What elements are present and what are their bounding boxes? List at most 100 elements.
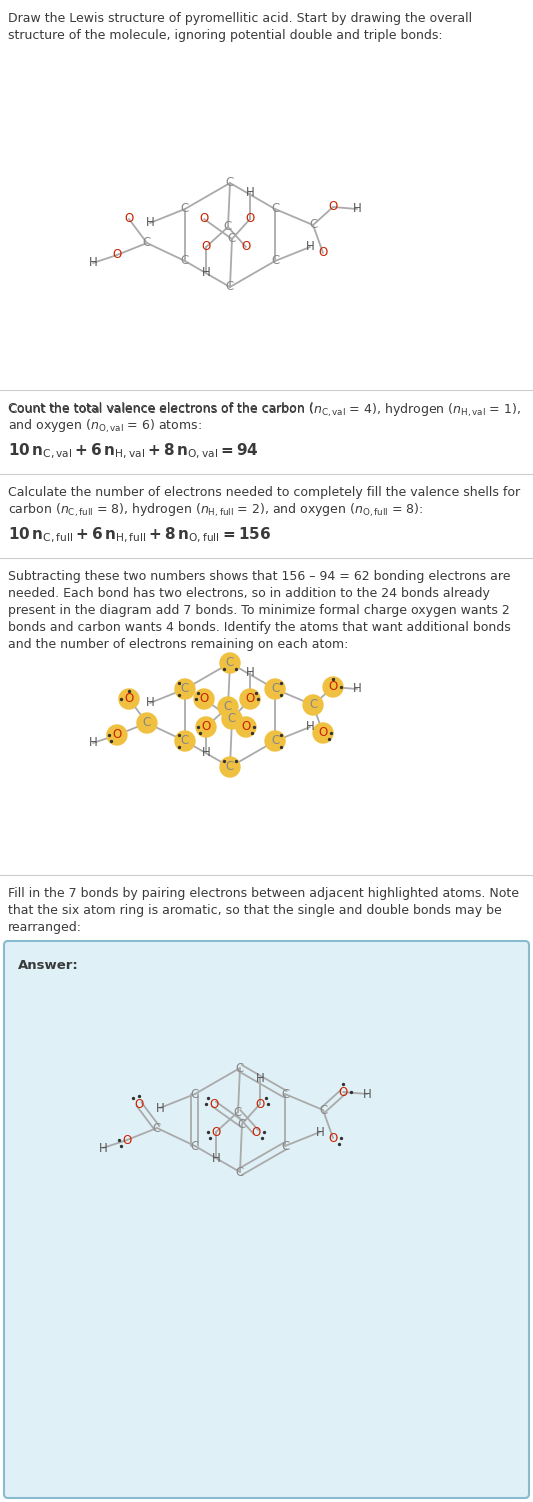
Circle shape bbox=[220, 757, 240, 777]
Text: H: H bbox=[305, 240, 314, 254]
Text: O: O bbox=[328, 680, 338, 694]
Text: C: C bbox=[238, 1117, 246, 1131]
Text: O: O bbox=[252, 1125, 261, 1139]
Text: Count the total valence electrons of the carbon (: Count the total valence electrons of the… bbox=[8, 403, 313, 415]
Text: C: C bbox=[236, 1062, 244, 1074]
Text: H: H bbox=[246, 667, 254, 679]
Text: H: H bbox=[246, 186, 254, 200]
Circle shape bbox=[175, 679, 195, 698]
Text: H: H bbox=[99, 1142, 107, 1155]
Text: O: O bbox=[245, 212, 255, 225]
Circle shape bbox=[119, 689, 139, 709]
Text: and oxygen ($n_\mathrm{O,val}$ = 6) atoms:: and oxygen ($n_\mathrm{O,val}$ = 6) atom… bbox=[8, 418, 202, 436]
Text: O: O bbox=[241, 240, 251, 254]
Text: Calculate the number of electrons needed to completely fill the valence shells f: Calculate the number of electrons needed… bbox=[8, 487, 520, 499]
Text: H: H bbox=[201, 746, 211, 760]
Text: C: C bbox=[226, 760, 234, 774]
Text: C: C bbox=[153, 1122, 161, 1134]
Text: O: O bbox=[241, 721, 251, 733]
Circle shape bbox=[265, 679, 285, 698]
Text: C: C bbox=[228, 712, 236, 725]
Text: O: O bbox=[199, 212, 208, 225]
Circle shape bbox=[194, 689, 214, 709]
Text: H: H bbox=[88, 736, 98, 749]
Text: C: C bbox=[309, 218, 317, 231]
Circle shape bbox=[323, 677, 343, 697]
Circle shape bbox=[222, 709, 242, 728]
Text: O: O bbox=[112, 728, 122, 742]
Circle shape bbox=[236, 716, 256, 737]
Circle shape bbox=[313, 722, 333, 743]
Text: $\mathbf{10\,n_\mathrm{C,full} + 6\,n_\mathrm{H,full} + 8\,n_\mathrm{O,full} = 1: $\mathbf{10\,n_\mathrm{C,full} + 6\,n_\m… bbox=[8, 526, 271, 545]
Text: carbon ($n_\mathrm{C,full}$ = 8), hydrogen ($n_\mathrm{H,full}$ = 2), and oxygen: carbon ($n_\mathrm{C,full}$ = 8), hydrog… bbox=[8, 502, 424, 520]
Text: O: O bbox=[328, 1131, 338, 1145]
Text: H: H bbox=[146, 216, 155, 230]
Text: C: C bbox=[191, 1087, 199, 1101]
Text: O: O bbox=[212, 1125, 221, 1139]
Text: C: C bbox=[309, 698, 317, 712]
Text: O: O bbox=[255, 1098, 264, 1110]
FancyBboxPatch shape bbox=[4, 940, 529, 1497]
Text: Subtracting these two numbers shows that 156 – 94 = 62 bonding electrons are
nee: Subtracting these two numbers shows that… bbox=[8, 569, 511, 650]
Text: C: C bbox=[226, 177, 234, 189]
Text: $\mathbf{10\,n_\mathrm{C,val} + 6\,n_\mathrm{H,val} + 8\,n_\mathrm{O,val} = 94}$: $\mathbf{10\,n_\mathrm{C,val} + 6\,n_\ma… bbox=[8, 442, 259, 461]
Text: C: C bbox=[319, 1104, 327, 1116]
Text: C: C bbox=[226, 281, 234, 293]
Text: H: H bbox=[88, 257, 98, 269]
Text: C: C bbox=[271, 254, 279, 267]
Circle shape bbox=[220, 653, 240, 673]
Text: O: O bbox=[318, 246, 328, 260]
Text: H: H bbox=[201, 266, 211, 279]
Text: Answer:: Answer: bbox=[18, 958, 79, 972]
Text: O: O bbox=[112, 248, 122, 261]
Text: C: C bbox=[271, 682, 279, 695]
Text: O: O bbox=[201, 240, 211, 254]
Circle shape bbox=[196, 716, 216, 737]
Text: C: C bbox=[181, 682, 189, 695]
Circle shape bbox=[107, 725, 127, 745]
Text: O: O bbox=[318, 727, 328, 739]
Text: O: O bbox=[209, 1098, 219, 1110]
Text: O: O bbox=[201, 721, 211, 733]
Text: Draw the Lewis structure of pyromellitic acid. Start by drawing the overall
stru: Draw the Lewis structure of pyromellitic… bbox=[8, 12, 472, 42]
Text: C: C bbox=[181, 203, 189, 215]
Circle shape bbox=[240, 689, 260, 709]
Text: O: O bbox=[123, 1134, 132, 1146]
Text: Fill in the 7 bonds by pairing electrons between adjacent highlighted atoms. Not: Fill in the 7 bonds by pairing electrons… bbox=[8, 888, 519, 934]
Text: C: C bbox=[281, 1140, 289, 1152]
Text: C: C bbox=[271, 203, 279, 215]
Text: Count the total valence electrons of the carbon ($n_\mathrm{C,val}$ = 4), hydrog: Count the total valence electrons of the… bbox=[8, 403, 521, 419]
Text: O: O bbox=[338, 1086, 348, 1098]
Circle shape bbox=[137, 713, 157, 733]
Circle shape bbox=[218, 697, 238, 716]
Text: O: O bbox=[124, 212, 134, 225]
Text: C: C bbox=[236, 1166, 244, 1179]
Text: H: H bbox=[353, 682, 361, 695]
Text: C: C bbox=[181, 254, 189, 267]
Text: C: C bbox=[234, 1105, 242, 1119]
Circle shape bbox=[175, 731, 195, 751]
Text: C: C bbox=[224, 221, 232, 233]
Text: H: H bbox=[305, 721, 314, 733]
Text: C: C bbox=[281, 1087, 289, 1101]
Text: C: C bbox=[181, 734, 189, 748]
Text: O: O bbox=[134, 1098, 143, 1110]
Text: O: O bbox=[199, 692, 208, 706]
Text: O: O bbox=[245, 692, 255, 706]
Text: H: H bbox=[212, 1152, 220, 1164]
Text: H: H bbox=[316, 1125, 325, 1139]
Text: H: H bbox=[256, 1071, 264, 1084]
Text: O: O bbox=[124, 692, 134, 706]
Text: C: C bbox=[143, 236, 151, 249]
Circle shape bbox=[303, 695, 323, 715]
Circle shape bbox=[265, 731, 285, 751]
Text: C: C bbox=[191, 1140, 199, 1152]
Text: C: C bbox=[271, 734, 279, 748]
Text: O: O bbox=[328, 200, 338, 213]
Text: H: H bbox=[353, 203, 361, 215]
Text: C: C bbox=[224, 700, 232, 713]
Text: H: H bbox=[146, 697, 155, 709]
Text: C: C bbox=[143, 716, 151, 730]
Text: H: H bbox=[156, 1101, 164, 1114]
Text: C: C bbox=[228, 233, 236, 245]
